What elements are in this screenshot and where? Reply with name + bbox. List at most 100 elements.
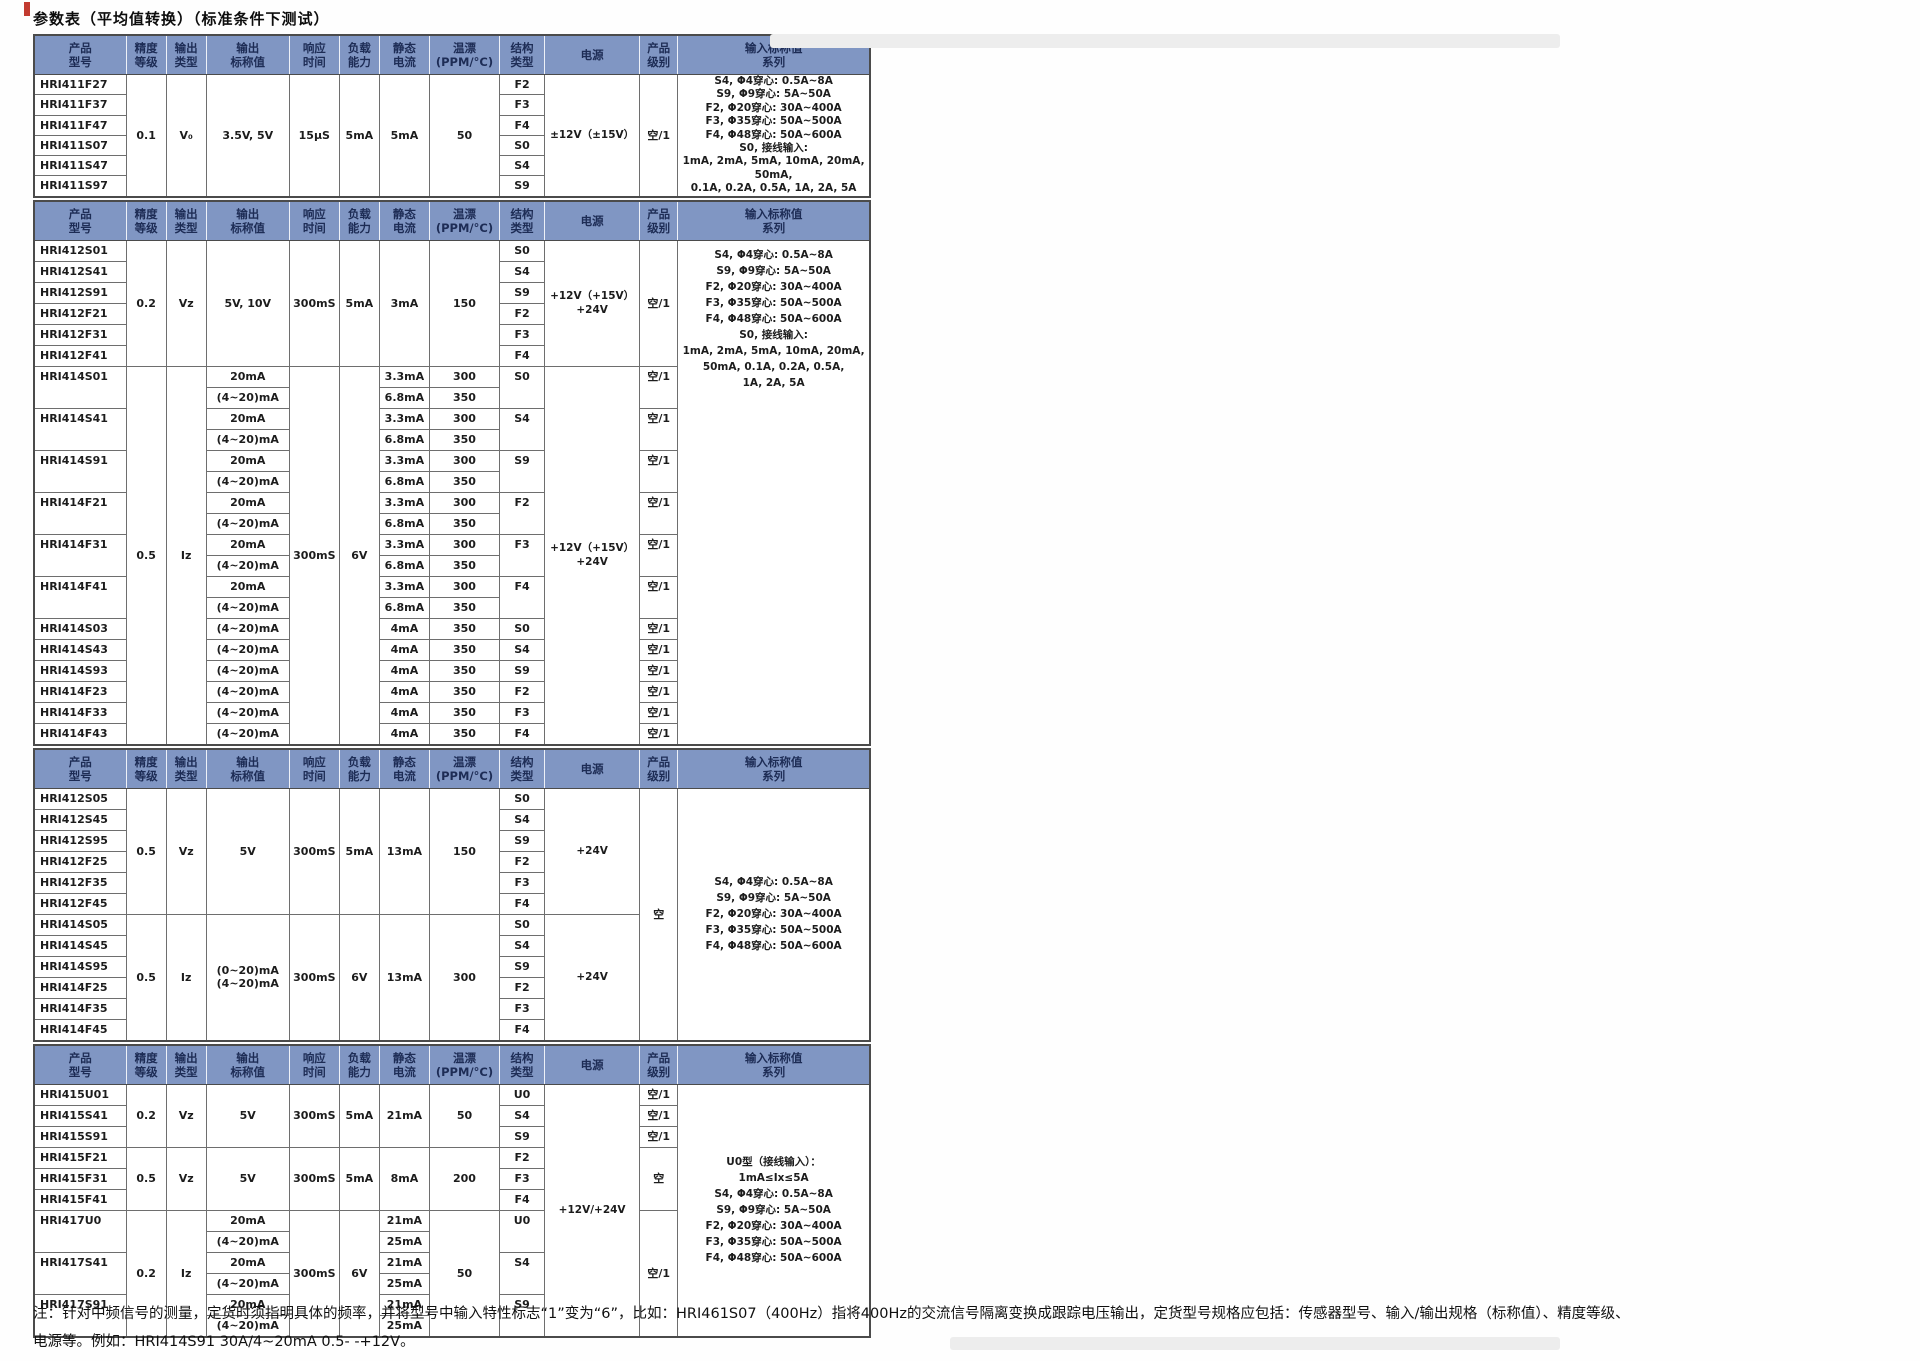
table-row: HRI414F43 (4~20)mA 4mA 350 F4 空/1	[33, 722, 870, 746]
column-header: 精度 等级	[125, 200, 167, 241]
table-row: HRI414F33 (4~20)mA 4mA 350 F3 空/1	[33, 701, 870, 724]
table-cell: 350	[428, 470, 501, 493]
column-header: 产品 型号	[33, 200, 127, 241]
table-cell: 空/1	[639, 407, 679, 451]
table-cell: (4~20)mA	[205, 428, 290, 451]
table-cell: S9	[499, 175, 546, 198]
table-cell: S4	[499, 638, 546, 661]
table-row: HRI417S41 20mA 21mA S4	[33, 1251, 870, 1295]
column-header: 产品 型号	[33, 34, 127, 75]
column-header: 输入标称值 系列	[677, 200, 871, 241]
table-row: HRI414F23 (4~20)mA 4mA 350 F2 空/1	[33, 680, 870, 703]
table-cell: 0.2	[125, 1209, 167, 1338]
table-cell: 21mA	[378, 1293, 430, 1316]
table-row: HRI414S01 0.5 Iz 20mA 300mS 6V 3.3mA 300 S0 +12V（…	[33, 365, 870, 746]
column-header: 输出 类型	[165, 200, 207, 241]
table-cell: S4	[499, 260, 546, 283]
table-cell: 6.8mA	[378, 428, 430, 451]
table-cell: S4	[499, 407, 546, 451]
model-cell: HRI414F23	[33, 680, 127, 703]
column-header: 结构 类型	[499, 748, 546, 789]
table-cell: 0.2	[125, 1083, 167, 1148]
model-cell: HRI412F45	[33, 892, 127, 915]
table-cell: 3.3mA	[378, 449, 430, 472]
model-cell: HRI414F21	[33, 491, 127, 535]
table-row: HRI414S03 (4~20)mA 4mA 350 S0 空/1	[33, 617, 870, 640]
table-cell: S9	[499, 659, 546, 682]
table-cell: 空/1	[639, 617, 679, 640]
column-header: 响应 时间	[288, 1044, 340, 1085]
table-cell: (4~20)mA	[205, 701, 290, 724]
table-cell: 5V, 10V	[205, 239, 290, 367]
table-cell: (4~20)mA	[205, 638, 290, 661]
model-cell: HRI411F37	[33, 94, 127, 116]
table-cell: F3	[499, 701, 546, 724]
column-header: 静态 电流	[378, 34, 430, 75]
table-cell: S0	[499, 365, 546, 409]
table-cell: 15μS	[288, 73, 340, 198]
model-cell: HRI415F31	[33, 1167, 127, 1190]
table-cell: 3.3mA	[378, 407, 430, 430]
column-header: 输出 标称值	[205, 748, 290, 789]
table-cell: 5mA	[338, 1146, 380, 1211]
model-cell: HRI412F25	[33, 850, 127, 873]
table-row: HRI414F45 F4	[33, 1018, 870, 1042]
table-cell: 6.8mA	[378, 512, 430, 535]
table-cell: 20mA	[205, 365, 290, 388]
table-cell: 350	[428, 596, 501, 619]
table-cell: 3.5V, 5V	[205, 73, 290, 198]
table-cell: 350	[428, 701, 501, 724]
table-cell: F4	[499, 575, 546, 619]
table-cell: (4~20)mA	[205, 1272, 290, 1295]
column-header: 输出 标称值	[205, 34, 290, 75]
table-cell: 空	[639, 1146, 679, 1211]
table-cell: 5mA	[338, 239, 380, 367]
parameter-table-hri412x5-hri414x5: 产品 型号 精度 等级 输出 类型 输出 标称值 响应 时间 负载 能力 静态 电流 温漂 (…	[33, 747, 871, 1042]
model-cell: HRI414F35	[33, 997, 127, 1020]
table-cell: 20mA	[205, 491, 290, 514]
column-header: 产品 型号	[33, 1044, 127, 1085]
column-header: 精度 等级	[125, 748, 167, 789]
series-cell: U0型（接线输入）： 1mA≤Ix≤5A S4, Φ4穿心: 0.5A~8A S…	[677, 1083, 871, 1338]
table-cell: S9	[499, 281, 546, 304]
table-cell: F3	[499, 997, 546, 1020]
table-cell: Vz	[165, 1146, 207, 1211]
series-cell: S4, Φ4穿心: 0.5A~8A S9, Φ9穿心: 5A~50A F2, Φ…	[677, 239, 871, 746]
model-cell: HRI415F41	[33, 1188, 127, 1211]
table-cell: S4	[499, 155, 546, 177]
table-cell: 350	[428, 680, 501, 703]
table-cell: (4~20)mA	[205, 722, 290, 746]
table-row: HRI411F47 F4	[33, 114, 870, 136]
table-cell: F2	[499, 491, 546, 535]
column-header: 电源	[544, 34, 641, 75]
table-cell: 300	[428, 365, 501, 388]
power-cell: ±12V（±15V）	[544, 73, 641, 198]
model-cell: HRI414S93	[33, 659, 127, 682]
table-cell: 300	[428, 449, 501, 472]
column-header: 产品 级别	[639, 748, 679, 789]
table-cell: 0.5	[125, 913, 167, 1042]
table-cell: 4mA	[378, 617, 430, 640]
table-cell: 空/1	[639, 1104, 679, 1127]
column-header: 电源	[544, 1044, 641, 1085]
table-cell: 5V	[205, 1083, 290, 1148]
scan-artifact	[770, 34, 1560, 48]
table-cell: 空	[639, 787, 679, 1042]
table-cell: 4mA	[378, 722, 430, 746]
table-row: HRI415U01 0.2 Vz 5V 300mS 5mA 21mA 50 U0 +12V/+24…	[33, 1083, 871, 1338]
table-cell: (4~20)mA	[205, 659, 290, 682]
table-row: HRI414F25 F2	[33, 976, 870, 999]
table-row: (4~20)mA 6.8mA 350	[34, 386, 870, 409]
table-cell: 350	[428, 638, 501, 661]
table-cell: F3	[499, 1167, 546, 1190]
column-header: 温漂 (PPM/°C)	[428, 34, 501, 75]
table-cell: F2	[499, 680, 546, 703]
table-cell: S9	[499, 1125, 546, 1148]
power-cell: +24V	[544, 787, 641, 915]
table-cell: 350	[428, 386, 501, 409]
table-cell: 空/1	[639, 638, 679, 661]
model-cell: HRI412F41	[33, 344, 127, 367]
header-row: 产品 型号 精度 等级 输出 类型 输出 标称值 响应 时间 负载 能力 静态 电流 温漂 (…	[33, 748, 871, 789]
column-header: 负载 能力	[338, 200, 380, 241]
table-row: HRI414S05 0.5 Iz (0~20)mA (4~20)mA 300mS 6V 13…	[33, 913, 870, 1042]
